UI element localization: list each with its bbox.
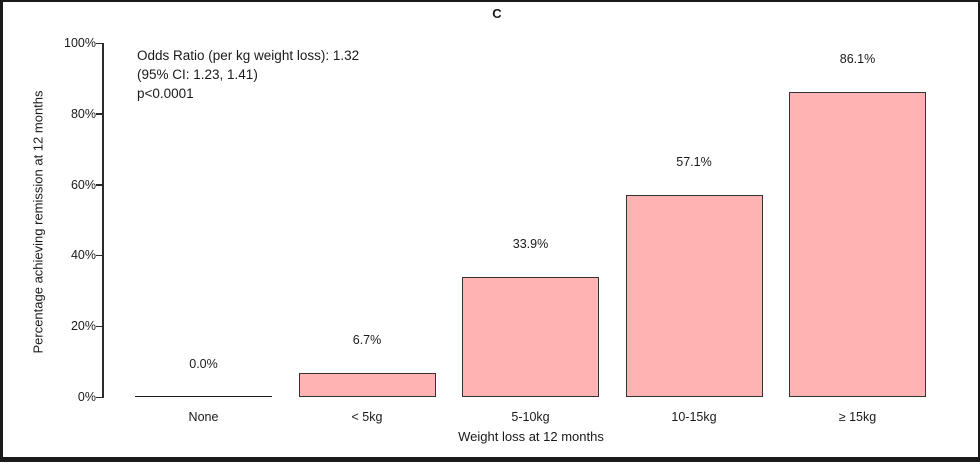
x-tick-label-10-15kg: 10-15kg [671,410,717,424]
y-tick-mark [96,42,102,44]
chart-title: C [492,6,502,21]
stats-annotation: Odds Ratio (per kg weight loss): 1.32 (9… [137,46,359,103]
y-axis-line [102,43,104,398]
y-tick-mark [96,113,102,115]
bar-None [135,396,272,397]
bar-≥ 15kg [789,92,926,397]
y-tick-label: 20% [70,319,96,334]
y-tick-mark [96,254,102,257]
bar-value-label: 0.0% [189,357,218,371]
y-tick-label: 40% [70,248,96,263]
x-tick-label-< 5kg: < 5kg [351,410,383,424]
y-tick-mark [96,325,102,328]
annotation-confidence-interval: (95% CI: 1.23, 1.41) [137,67,258,82]
x-tick-label-None: None [188,410,219,424]
x-tick-label-≥ 15kg: ≥ 15kg [838,410,877,424]
bar-10-15kg [625,194,763,397]
y-tick-label: 60% [70,177,96,192]
bar-value-label: 33.9% [512,236,549,251]
bar-< 5kg [298,373,436,397]
bar-value-label: 86.1% [839,52,876,67]
y-axis-title: Percentage achieving remission at 12 mon… [30,90,46,354]
bar-value-label: 57.1% [676,154,712,169]
y-tick-label: 100% [64,36,96,50]
bar-5-10kg [462,276,599,397]
x-tick-label-5-10kg: 5-10kg [511,410,550,424]
y-tick-mark [96,184,102,186]
annotation-odds-ratio: Odds Ratio (per kg weight loss): 1.32 [137,48,360,63]
y-tick-mark [96,396,102,398]
y-tick-label: 0% [77,390,96,404]
annotation-p-value: p<0.0001 [137,86,194,101]
x-axis-title: Weight loss at 12 months [458,429,604,444]
y-tick-label: 80% [70,106,96,121]
bar-value-label: 6.7% [352,333,382,348]
